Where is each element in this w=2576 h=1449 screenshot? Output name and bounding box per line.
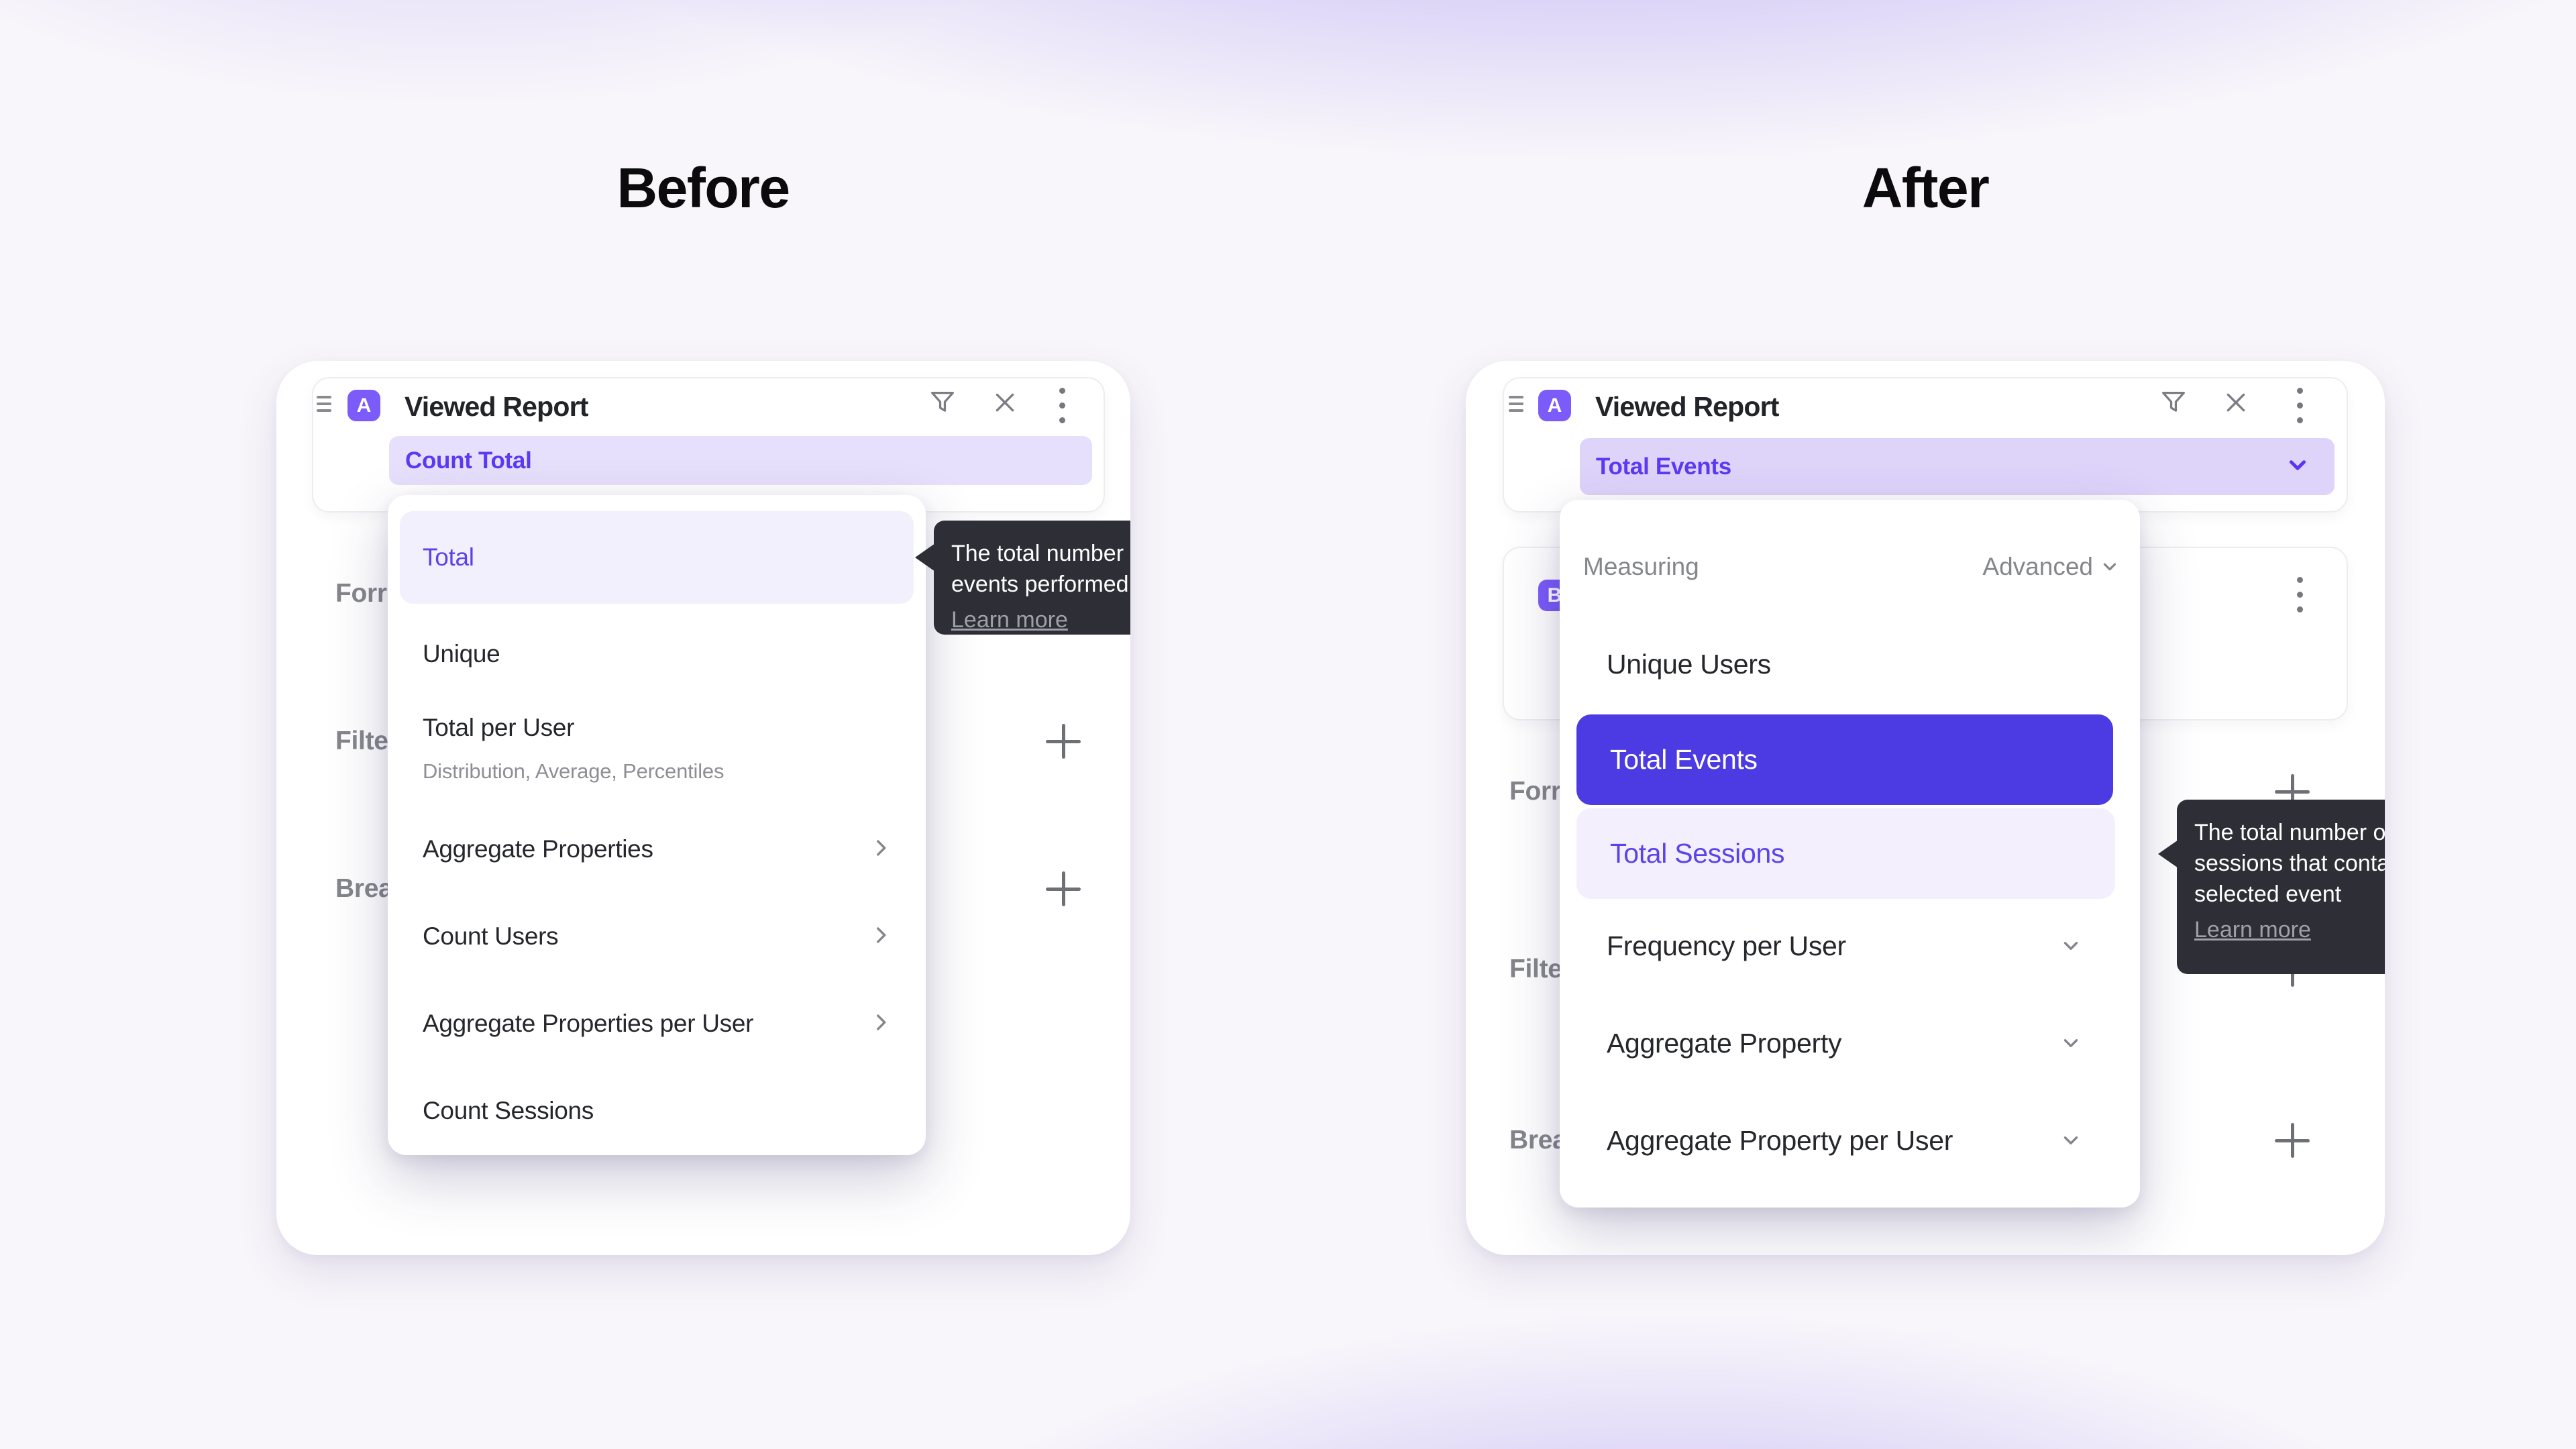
close-icon[interactable] bbox=[991, 389, 1018, 419]
advanced-label: Advanced bbox=[1982, 553, 2093, 580]
measure-menu: Total Unique Total per User Distribution… bbox=[388, 495, 926, 1155]
tooltip-text: events performed bbox=[951, 572, 1129, 597]
measuring-menu: Measuring Advanced Unique Users Total Ev… bbox=[1560, 500, 2140, 1208]
chevron-down-icon bbox=[2059, 934, 2082, 961]
event-badge-a: A bbox=[1538, 390, 1571, 421]
menu-item-aggregate-properties-per-user[interactable]: Aggregate Properties per User bbox=[423, 1010, 754, 1037]
close-icon[interactable] bbox=[2222, 389, 2249, 419]
metric-selector-label: Total Events bbox=[1596, 453, 1731, 480]
tooltip-arrow bbox=[915, 543, 935, 572]
row-label-filter: Filte bbox=[335, 727, 388, 755]
menu-item-total-per-user-sublabel: Distribution, Average, Percentiles bbox=[423, 759, 724, 783]
menu-item-total-events-selected[interactable]: Total Events bbox=[1576, 714, 2113, 805]
menu-item-total-per-user[interactable]: Total per User bbox=[423, 714, 575, 741]
filter-icon[interactable] bbox=[2158, 387, 2189, 421]
after-heading: After bbox=[1862, 156, 1990, 219]
chevron-down-icon bbox=[2285, 452, 2310, 481]
menu-item-aggregate-property[interactable]: Aggregate Property bbox=[1607, 1028, 1842, 1059]
add-breakdown-plus-icon[interactable] bbox=[2273, 1122, 2311, 1159]
menu-item-aggregate-property-per-user[interactable]: Aggregate Property per User bbox=[1607, 1125, 1953, 1156]
chevron-right-icon bbox=[869, 924, 892, 950]
row-label-formula: Forr bbox=[335, 579, 387, 608]
add-breakdown-plus-icon[interactable] bbox=[1044, 870, 1082, 908]
menu-item-total-highlight[interactable] bbox=[400, 511, 914, 604]
learn-more-link[interactable]: Learn more bbox=[951, 607, 1068, 633]
menu-item-frequency-per-user[interactable]: Frequency per User bbox=[1607, 930, 1846, 961]
menu-item-unique-users[interactable]: Unique Users bbox=[1607, 649, 1771, 680]
tooltip-text: The total number o bbox=[2194, 820, 2385, 845]
add-formula-plus-icon[interactable] bbox=[2273, 773, 2311, 810]
total-sessions-tooltip: The total number o sessions that conta s… bbox=[2177, 800, 2385, 974]
after-panel: Forr Filte Brea A Viewed Report Total Ev… bbox=[1466, 361, 2385, 1255]
metric-selector[interactable]: Count Total bbox=[389, 436, 1092, 485]
row-label-formula: Forr bbox=[1509, 777, 1561, 806]
chevron-right-icon bbox=[869, 1011, 892, 1037]
tooltip-text: The total number bbox=[951, 541, 1124, 566]
filter-icon[interactable] bbox=[927, 387, 958, 421]
learn-more-link[interactable]: Learn more bbox=[2194, 917, 2311, 943]
drag-handle-icon[interactable] bbox=[1509, 396, 1523, 413]
total-tooltip: The total number events performed Learn … bbox=[934, 521, 1130, 635]
menu-item-total-sessions-hovered[interactable]: Total Sessions bbox=[1576, 808, 2115, 899]
menu-item-unique[interactable]: Unique bbox=[423, 640, 500, 667]
drag-handle-icon[interactable] bbox=[317, 396, 331, 413]
event-name[interactable]: Viewed Report bbox=[405, 391, 588, 422]
menu-item-count-sessions[interactable]: Count Sessions bbox=[423, 1097, 594, 1124]
add-filter-plus-icon[interactable] bbox=[1044, 722, 1082, 760]
kebab-menu-icon[interactable] bbox=[2297, 388, 2304, 432]
tooltip-arrow bbox=[2158, 840, 2178, 868]
menu-item-count-users[interactable]: Count Users bbox=[423, 922, 559, 950]
before-panel: Forr Filte Brea A Viewed Report Count To… bbox=[276, 361, 1130, 1255]
chevron-down-icon bbox=[2059, 1129, 2082, 1155]
tooltip-text: sessions that conta bbox=[2194, 851, 2385, 876]
kebab-menu-icon[interactable] bbox=[2297, 577, 2304, 621]
event-name[interactable]: Viewed Report bbox=[1595, 391, 1779, 422]
chevron-right-icon bbox=[869, 837, 892, 863]
menu-item-total-sessions-label: Total Sessions bbox=[1610, 838, 1785, 869]
metric-selector[interactable]: Total Events bbox=[1580, 438, 2334, 495]
chevron-down-icon bbox=[2059, 1032, 2082, 1058]
menu-header: Measuring bbox=[1583, 553, 1699, 580]
menu-item-aggregate-properties[interactable]: Aggregate Properties bbox=[423, 835, 653, 863]
row-label-breakdown: Brea bbox=[1509, 1126, 1567, 1155]
metric-selector-label: Count Total bbox=[405, 447, 532, 474]
advanced-toggle[interactable]: Advanced bbox=[1982, 552, 2120, 582]
menu-item-total-events-label: Total Events bbox=[1610, 744, 1758, 775]
menu-item-total[interactable]: Total bbox=[423, 543, 474, 571]
row-label-filter: Filte bbox=[1509, 955, 1562, 983]
event-badge-a: A bbox=[347, 390, 380, 421]
chevron-down-icon bbox=[2103, 563, 2116, 571]
before-heading: Before bbox=[616, 156, 790, 219]
tooltip-text: selected event bbox=[2194, 881, 2342, 907]
kebab-menu-icon[interactable] bbox=[1059, 388, 1066, 432]
row-label-breakdown: Brea bbox=[335, 874, 393, 903]
